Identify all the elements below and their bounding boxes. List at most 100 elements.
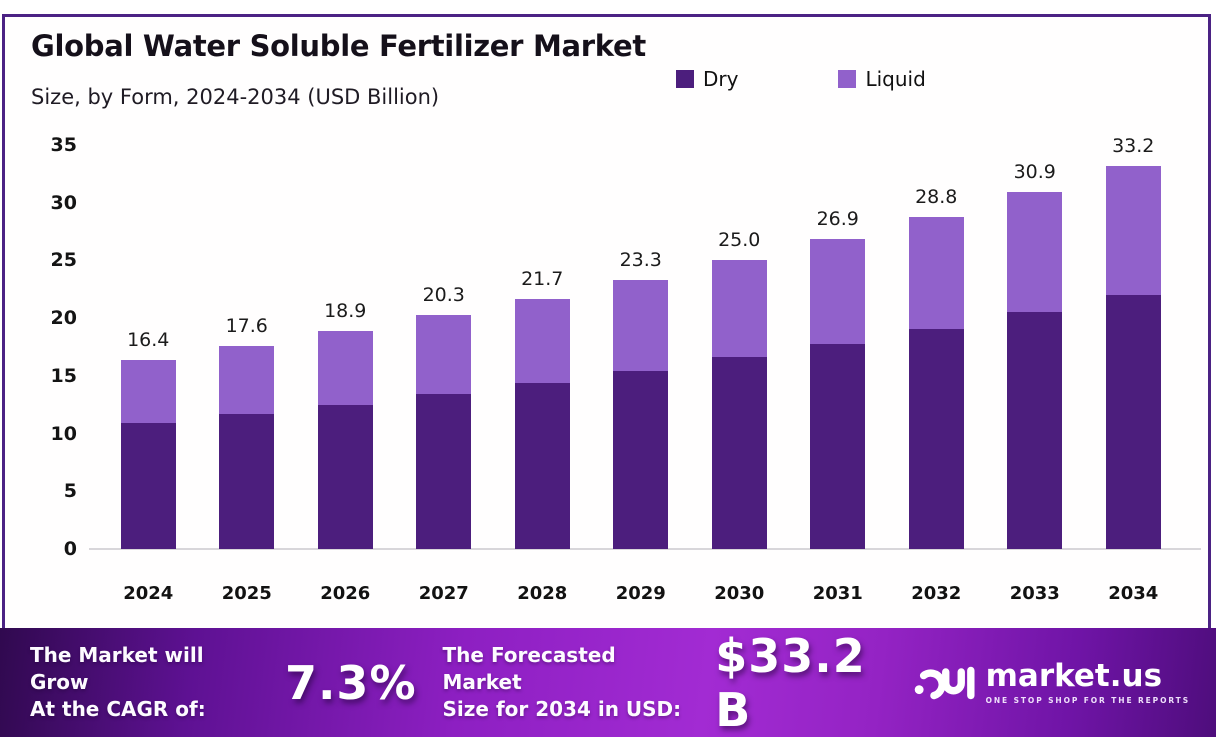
chart-panel: Global Water Soluble Fertilizer Market S…	[2, 14, 1211, 628]
bar-2034-liquid	[1105, 165, 1161, 296]
legend-label-dry: Dry	[703, 67, 739, 91]
bar-group-2026: 18.9	[296, 145, 395, 549]
bar-2025-dry	[219, 413, 275, 549]
x-axis-labels: 2024 2025 2026 2027 2028 2029 2030 2031 2032 2033…	[99, 583, 1183, 613]
forecast-value: $33.2 B	[715, 628, 866, 737]
x-tick-2033: 2033	[1009, 583, 1060, 604]
bar-2029-dry	[613, 371, 669, 549]
plot-area: 16.4 17.6 18.9 20.3 21.7 23.3 25.0 26.9 28.8 30.9…	[89, 135, 1201, 550]
x-tick-2029: 2029	[615, 583, 666, 604]
cagr-value: 7.3%	[284, 655, 417, 710]
x-tick-2026: 2026	[320, 583, 371, 604]
bar-2028-dry	[514, 382, 570, 549]
stacked-bar-2034	[1105, 165, 1161, 549]
bar-group-2028: 21.7	[493, 145, 592, 549]
legend-item-dry: Dry	[676, 67, 738, 91]
stacked-bar-2026	[317, 330, 373, 549]
legend-swatch-dry-icon	[676, 70, 694, 88]
x-tick-2032: 2032	[911, 583, 962, 604]
y-tick-10: 10	[50, 422, 77, 445]
bar-group-2032: 28.8	[887, 145, 986, 549]
forecast-label-line2: Size for 2034 in USD:	[442, 697, 682, 721]
x-tick-2030: 2030	[714, 583, 765, 604]
stacked-bar-2029	[613, 280, 669, 549]
y-tick-15: 15	[50, 364, 77, 387]
bar-total-label-2028: 21.7	[521, 267, 564, 290]
bar-2032-liquid	[908, 216, 964, 329]
bar-total-label-2024: 16.4	[127, 328, 170, 351]
bar-group-2024: 16.4	[99, 145, 198, 549]
bar-group-2033: 30.9	[986, 145, 1085, 549]
bar-2033-dry	[1007, 312, 1063, 549]
y-tick-5: 5	[63, 480, 77, 503]
x-axis-line	[89, 548, 1201, 550]
bar-2031-dry	[810, 343, 866, 549]
bar-2024-dry	[120, 423, 176, 549]
bar-2030-liquid	[711, 260, 767, 358]
stacked-bar-2024	[120, 359, 176, 549]
bar-2032-dry	[908, 328, 964, 549]
y-tick-30: 30	[50, 191, 77, 214]
bar-2029-liquid	[613, 280, 669, 372]
x-tick-2034: 2034	[1108, 583, 1159, 604]
bar-2028-liquid	[514, 298, 570, 383]
bar-group-2029: 23.3	[592, 145, 691, 549]
bar-group-2034: 33.2	[1084, 135, 1183, 549]
stacked-bar-2028	[514, 298, 570, 549]
x-tick-2028: 2028	[517, 583, 568, 604]
brand-tagline: ONE STOP SHOP FOR THE REPORTS	[985, 695, 1190, 705]
marketus-brand: market.us ONE STOP SHOP FOR THE REPORTS	[914, 659, 1190, 707]
bar-total-label-2030: 25.0	[718, 229, 761, 252]
bar-2031-liquid	[810, 238, 866, 344]
legend: Dry Liquid	[676, 67, 926, 91]
bar-group-2027: 20.3	[395, 145, 494, 549]
chart-subtitle: Size, by Form, 2024-2034 (USD Billion)	[31, 85, 440, 109]
stacked-bar-2025	[219, 345, 275, 549]
bar-total-label-2025: 17.6	[225, 314, 268, 337]
stacked-bar-2032	[908, 216, 964, 549]
footer-banner: The Market will Grow At the CAGR of: 7.3…	[0, 628, 1216, 737]
bar-group-2030: 25.0	[690, 145, 789, 549]
y-tick-35: 35	[50, 134, 77, 156]
forecast-label-line1: The Forecasted Market	[442, 643, 616, 694]
bar-2027-dry	[416, 394, 472, 549]
bar-2025-liquid	[219, 345, 275, 414]
bar-2034-dry	[1105, 295, 1161, 549]
legend-label-liquid: Liquid	[865, 67, 926, 91]
x-tick-2027: 2027	[418, 583, 469, 604]
bar-total-label-2029: 23.3	[619, 249, 662, 272]
x-tick-2025: 2025	[221, 583, 272, 604]
bar-total-label-2031: 26.9	[816, 207, 859, 230]
bar-2027-liquid	[416, 314, 472, 395]
y-tick-20: 20	[50, 307, 77, 330]
x-tick-2031: 2031	[812, 583, 863, 604]
bar-total-label-2027: 20.3	[422, 283, 465, 306]
bar-total-label-2032: 28.8	[915, 185, 958, 208]
x-tick-2024: 2024	[123, 583, 174, 604]
bar-2033-liquid	[1007, 192, 1063, 313]
stacked-bar-2030	[711, 260, 767, 549]
bar-2026-liquid	[317, 330, 373, 405]
chart-title: Global Water Soluble Fertilizer Market	[31, 29, 646, 63]
stacked-bar-2031	[810, 238, 866, 550]
cagr-label: The Market will Grow At the CAGR of:	[30, 642, 263, 723]
y-tick-25: 25	[50, 249, 77, 272]
marketus-wordmark: market.us ONE STOP SHOP FOR THE REPORTS	[985, 657, 1190, 705]
bar-total-label-2034: 33.2	[1112, 134, 1155, 157]
bar-2026-dry	[317, 404, 373, 549]
cagr-label-line1: The Market will Grow	[30, 643, 204, 694]
forecast-label: The Forecasted Market Size for 2034 in U…	[443, 642, 696, 723]
bar-total-label-2033: 30.9	[1013, 161, 1056, 184]
brand-name: market.us	[985, 657, 1163, 694]
cagr-label-line2: At the CAGR of:	[30, 697, 206, 721]
bar-2030-dry	[711, 357, 767, 549]
bar-group-2025: 17.6	[198, 145, 297, 549]
marketus-logo-icon	[914, 666, 975, 699]
stacked-bar-2027	[416, 314, 472, 549]
legend-swatch-liquid-icon	[838, 70, 857, 88]
bar-2024-liquid	[120, 359, 176, 424]
bar-total-label-2026: 18.9	[324, 299, 367, 322]
bar-group-2031: 26.9	[789, 145, 888, 549]
legend-item-liquid: Liquid	[838, 67, 926, 91]
